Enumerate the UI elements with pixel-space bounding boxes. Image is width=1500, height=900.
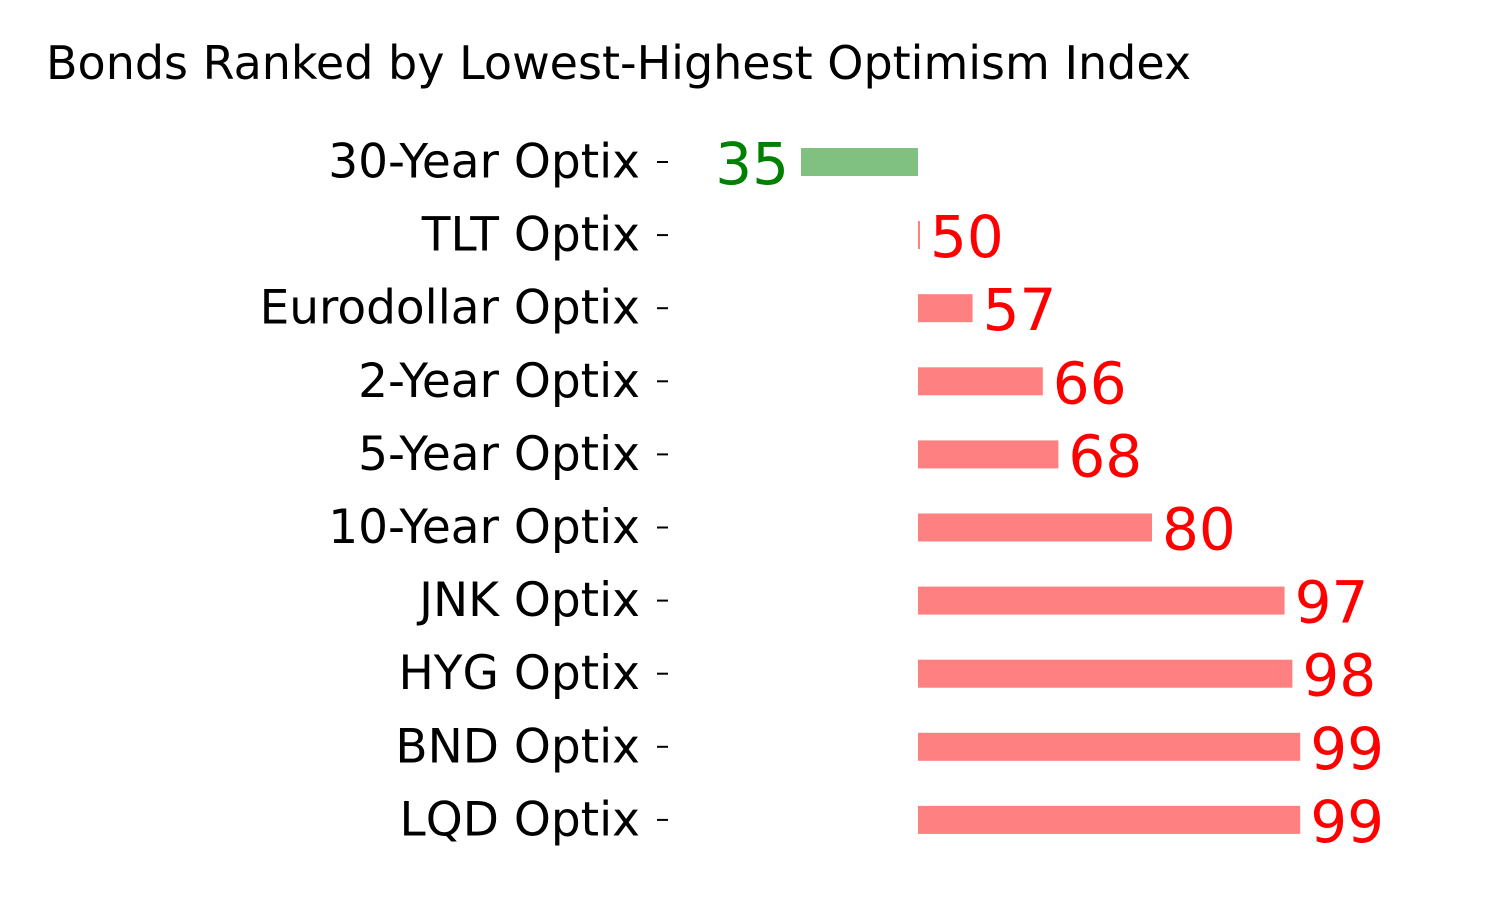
category-label-3: Eurodollar Optix [260,281,640,336]
value-label-6: 80 [1162,496,1236,564]
bar-1 [801,148,918,176]
category-label-1: 30-Year Optix [328,135,640,190]
category-label-8: HYG Optix [398,646,640,701]
value-label-7: 97 [1295,569,1369,637]
value-label-8: 98 [1302,642,1376,710]
category-label-2: TLT Optix [421,208,640,263]
value-label-4: 66 [1053,349,1127,417]
category-label-7: JNK Optix [416,573,640,628]
bar-3 [918,294,973,323]
chart-title: Bonds Ranked by Lowest-Highest Optimism … [46,36,1192,90]
category-label-6: 10-Year Optix [328,500,640,555]
value-label-9: 99 [1310,715,1384,783]
category-label-9: BND Optix [395,719,640,774]
bar-9 [918,732,1301,761]
category-label-4: 2-Year Optix [358,354,640,409]
value-label-3: 57 [983,276,1057,344]
category-label-10: LQD Optix [400,792,640,847]
value-label-1: 35 [715,130,789,198]
category-label-5: 5-Year Optix [358,427,640,482]
bar-5 [918,440,1059,469]
bar-7 [918,586,1285,615]
bar-10 [918,805,1301,834]
bar-6 [918,513,1152,542]
value-label-2: 50 [930,203,1004,271]
bar-4 [918,367,1043,396]
bar-8 [918,659,1293,688]
value-label-5: 68 [1068,422,1142,490]
bar-2 [918,221,920,250]
value-label-10: 99 [1310,788,1384,856]
